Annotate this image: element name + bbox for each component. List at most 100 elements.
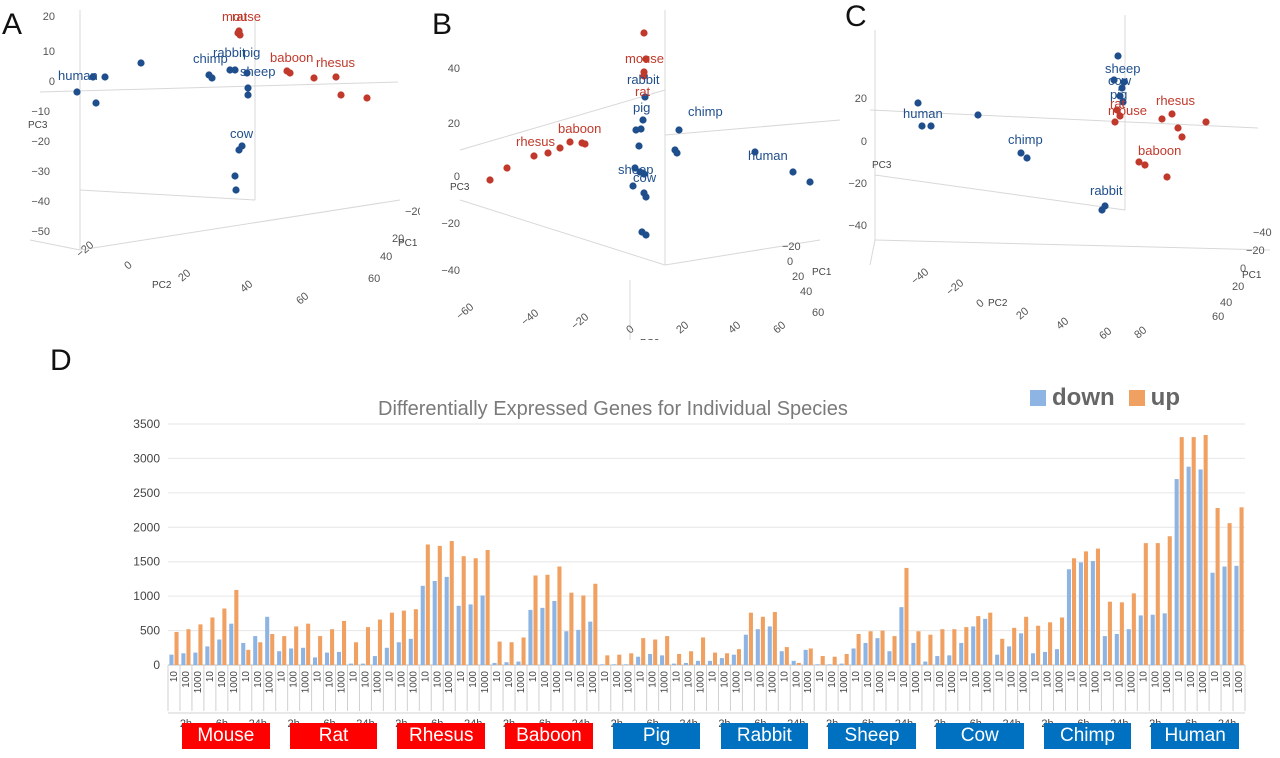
data-point: [1098, 206, 1106, 214]
bar-down: [588, 621, 593, 665]
bar-down: [1150, 614, 1155, 665]
species-label: pig: [243, 45, 260, 60]
data-point: [1135, 158, 1143, 166]
axis-label-pc3: PC3: [28, 120, 48, 131]
threshold-label: 10: [313, 671, 324, 683]
bar-up: [868, 631, 873, 665]
threshold-label: 10: [169, 671, 180, 683]
data-point: [1111, 118, 1119, 126]
bar-down: [1031, 653, 1036, 665]
data-point: [1017, 149, 1025, 157]
species-label: baboon: [270, 50, 313, 65]
bar-down: [1174, 479, 1179, 665]
pc2-tick-label: −20: [74, 239, 96, 260]
y-tick-label: 3500: [133, 417, 160, 431]
bar-up: [210, 617, 215, 665]
threshold-label: 100: [1150, 671, 1161, 688]
bar-down: [815, 664, 820, 665]
bar-down: [600, 664, 605, 665]
threshold-label: 10: [384, 671, 395, 683]
bar-up: [222, 608, 227, 665]
bar-up: [1060, 617, 1065, 665]
species-label-mouse: Mouse: [182, 723, 270, 749]
bar-down: [636, 656, 641, 665]
threshold-label: 100: [899, 671, 910, 688]
bar-up: [342, 620, 347, 665]
bar-down: [372, 656, 377, 665]
data-point: [635, 142, 643, 150]
threshold-label: 1000: [229, 671, 240, 694]
threshold-label: 10: [923, 671, 934, 683]
z-tick-label: 20: [855, 93, 867, 105]
bar-down: [971, 626, 976, 665]
threshold-label: 1000: [911, 671, 922, 694]
bar-up: [413, 609, 418, 665]
threshold-label: 1000: [624, 671, 635, 694]
pca-plot-a: 20100−10−20−30−40−50−200204060−20204060P…: [28, 9, 420, 307]
bar-up: [808, 648, 813, 665]
bar-up: [844, 653, 849, 665]
bar-down: [253, 636, 258, 665]
bar-down: [875, 638, 880, 665]
pc1-tick-label: 0: [1240, 263, 1246, 275]
threshold-label: 100: [791, 671, 802, 688]
bar-down: [336, 651, 342, 665]
z-tick-label: 0: [49, 76, 55, 88]
threshold-label: 100: [468, 671, 479, 688]
bar-up: [509, 642, 514, 665]
bar-down: [695, 660, 701, 665]
data-point: [1141, 161, 1149, 169]
bar-up: [533, 575, 538, 665]
species-label: chimp: [193, 51, 228, 66]
threshold-label: 1000: [480, 671, 491, 694]
bar-down: [324, 652, 330, 665]
bar-up: [784, 647, 789, 665]
bar-up: [988, 612, 993, 665]
bar-up: [904, 567, 909, 665]
threshold-label: 1000: [1126, 671, 1137, 694]
species-label: human: [58, 68, 98, 83]
threshold-label: 10: [1066, 671, 1077, 683]
data-point: [1120, 78, 1128, 86]
bar-up: [353, 642, 359, 665]
threshold-label: 1000: [516, 671, 527, 694]
axis-label-pc3: PC3: [450, 182, 470, 193]
z-tick-label: −10: [31, 106, 50, 118]
data-point: [232, 186, 240, 194]
bar-up: [485, 550, 490, 665]
data-point: [1116, 92, 1124, 100]
data-point: [974, 111, 982, 119]
bar-up: [401, 610, 406, 665]
bar-up: [856, 634, 861, 665]
species-label: rabbit: [213, 45, 246, 60]
threshold-label: 100: [540, 671, 551, 688]
data-point: [632, 126, 640, 134]
data-point: [89, 73, 97, 81]
data-point: [1158, 115, 1166, 123]
threshold-label: 100: [325, 671, 336, 688]
bar-down: [1102, 636, 1107, 665]
species-label: mouse: [1108, 103, 1147, 118]
data-point: [642, 55, 650, 63]
data-point: [789, 168, 797, 176]
bar-down: [348, 663, 353, 665]
gridlines: [29, 10, 401, 251]
bar-down: [648, 653, 653, 665]
data-point: [337, 91, 345, 99]
bar-down: [301, 647, 306, 665]
z-tick-label: 0: [861, 136, 867, 148]
bar-up: [629, 653, 634, 665]
species-label: baboon: [558, 121, 601, 136]
threshold-label: 1000: [1234, 671, 1245, 694]
data-point: [1110, 76, 1118, 84]
threshold-label: 10: [707, 671, 718, 683]
bar-up: [653, 639, 658, 665]
bar-down: [983, 618, 988, 665]
data-point: [530, 152, 538, 160]
bar-up: [689, 651, 694, 665]
bar-down: [923, 661, 928, 665]
bar-up: [330, 629, 335, 665]
threshold-label: 1000: [193, 671, 204, 694]
